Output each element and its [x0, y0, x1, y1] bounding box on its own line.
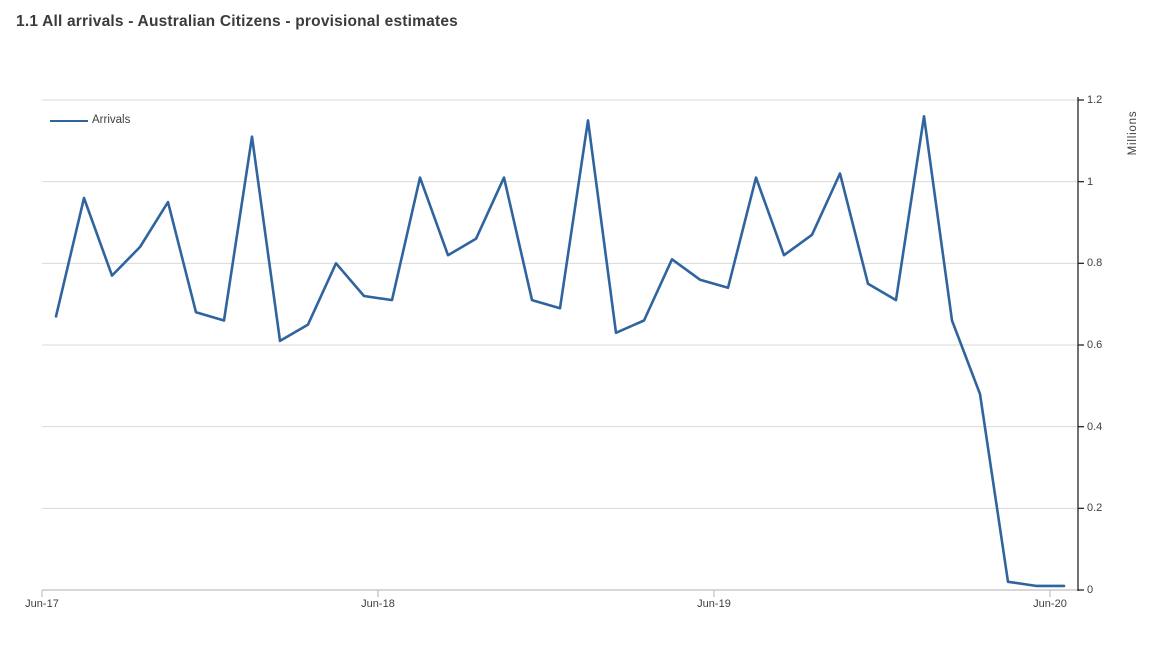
y-tick-label: 0.8 — [1087, 257, 1103, 270]
x-tick-label: Jun-20 — [1033, 598, 1067, 610]
y-tick-label: 0.2 — [1087, 502, 1103, 515]
y-tick-label: 0.4 — [1087, 420, 1103, 433]
chart-title: 1.1 All arrivals - Australian Citizens -… — [16, 13, 458, 30]
legend-label: Arrivals — [92, 114, 131, 126]
x-tick-label: Jun-19 — [697, 598, 731, 610]
y-axis-title: Millions — [1127, 110, 1139, 156]
y-tick-label: 1 — [1087, 175, 1094, 188]
arrivals-series-line — [54, 115, 1066, 588]
legend-line-swatch — [50, 120, 88, 122]
x-tick-label: Jun-18 — [361, 598, 395, 610]
y-tick-label: 0 — [1087, 584, 1094, 596]
y-tick-label: 0.6 — [1087, 339, 1103, 351]
y-tick-label: 1.2 — [1087, 94, 1103, 106]
x-tick-label: Jun-17 — [25, 598, 59, 610]
